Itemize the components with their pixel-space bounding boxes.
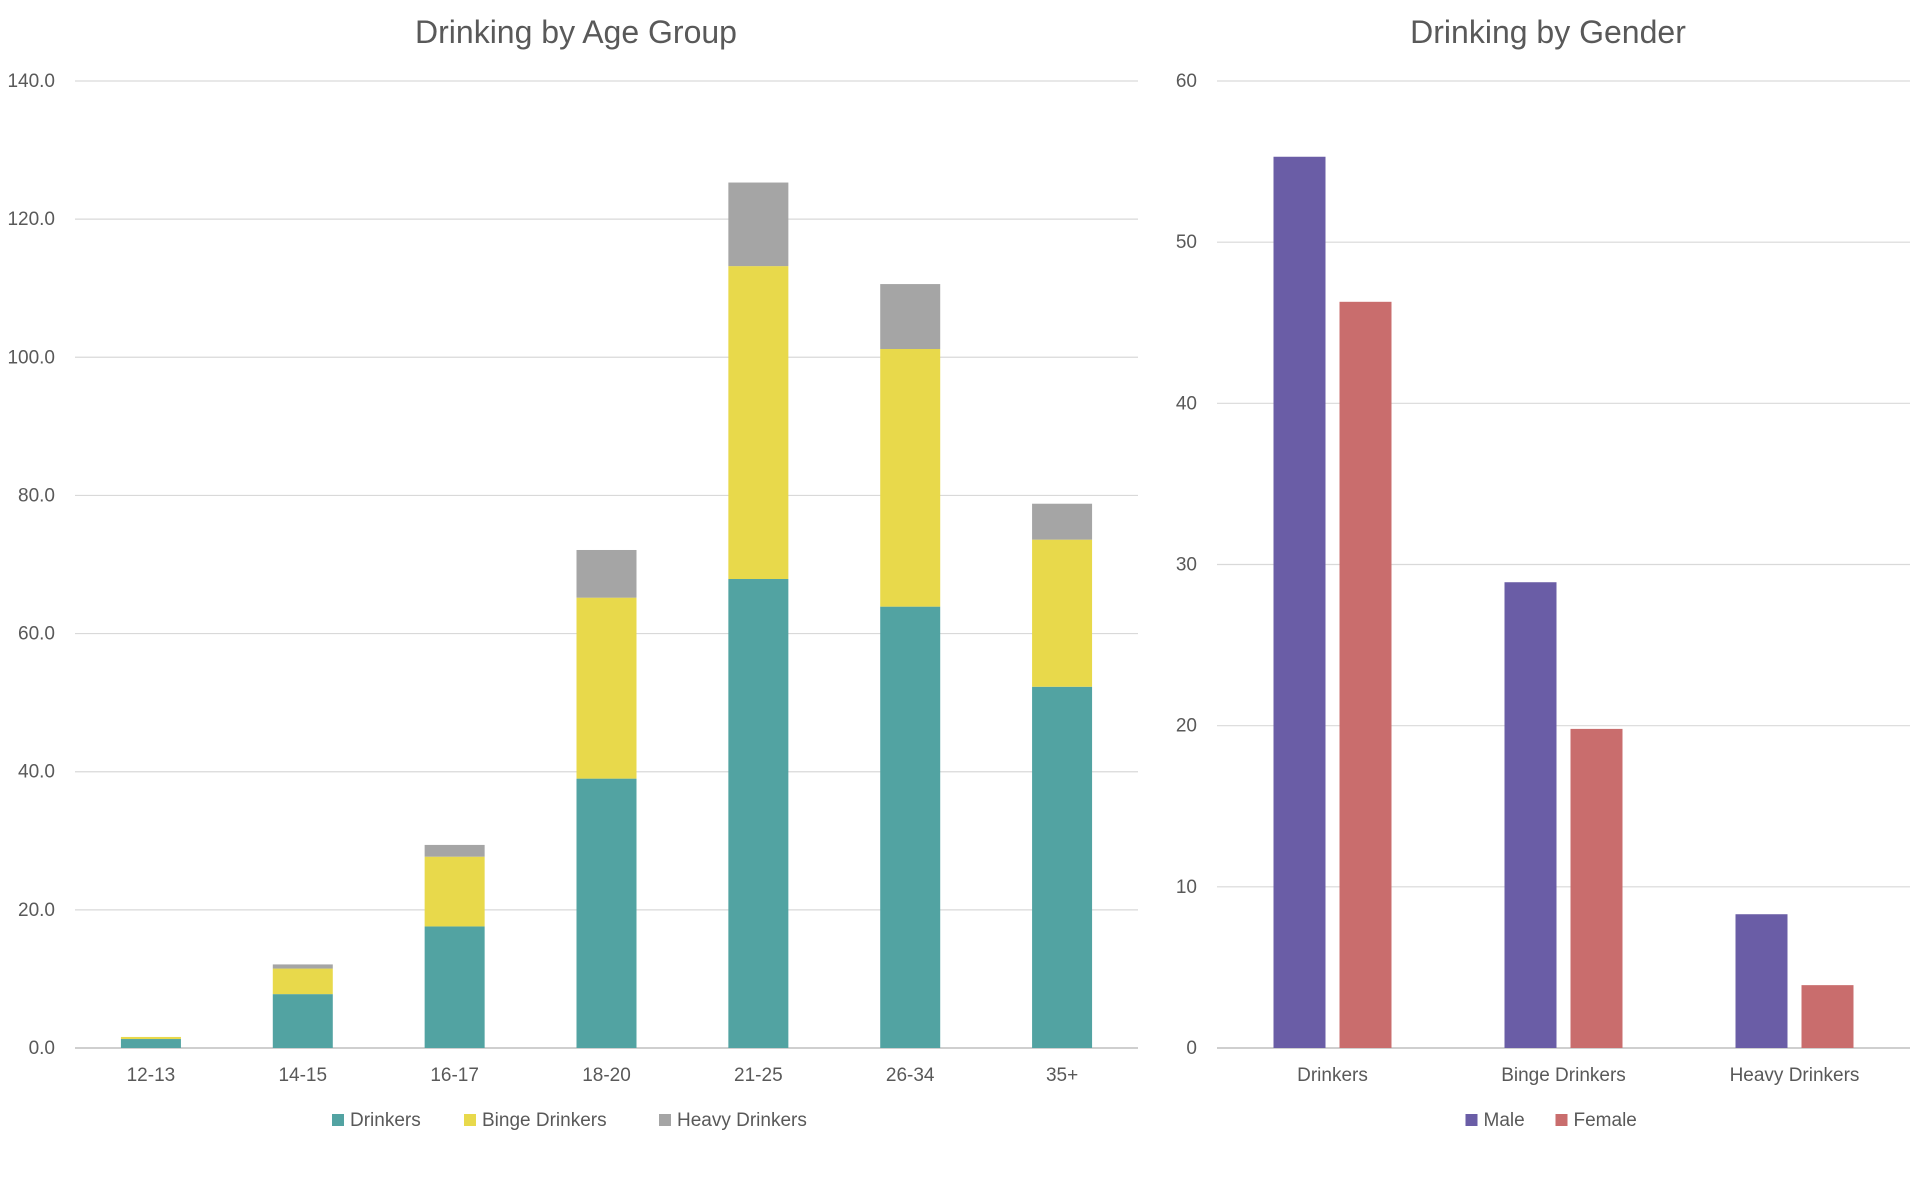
gender-chart-x-tick-label: Drinkers [1297,1065,1368,1086]
age-chart-legend-swatch-binge-drinkers [464,1114,476,1126]
gender-chart-y-tick-label: 20 [1176,716,1197,737]
age-chart-x-axis: 12-13 14-15 16-17 18-20 21-25 26-34 35+ [127,1065,1079,1086]
gender-chart: Drinking by Gender 0 10 20 30 40 50 60 Drinker… [1176,14,1910,1131]
age-chart-legend-label-drinkers: Drinkers [350,1110,421,1131]
bar-male-heavy-drinkers [1735,914,1788,1048]
age-chart-gridlines [75,80,1138,1049]
age-chart-x-tick-label: 21-25 [734,1065,783,1086]
gender-chart-y-tick-label: 40 [1176,393,1197,414]
gender-chart-y-axis: 0 10 20 30 40 50 60 [1176,71,1197,1059]
age-chart-x-tick-label: 26-34 [886,1065,935,1086]
bar-female-drinkers [1339,301,1392,1048]
gender-chart-title: Drinking by Gender [1410,14,1686,50]
bar-heavy-drinkers-21-25 [728,182,789,267]
age-group-chart: Drinking by Age Group 0.0 20.0 40.0 60.0 80.… [7,14,1138,1131]
bar-heavy-drinkers-18-20 [576,549,637,598]
bar-binge-drinkers-14-15 [272,968,333,995]
gender-chart-legend: Male Female [1465,1110,1637,1131]
age-chart-y-tick-label: 140.0 [7,71,55,92]
bar-binge-drinkers-16-17 [424,856,485,927]
age-chart-legend-label-binge-drinkers: Binge Drinkers [482,1110,607,1131]
gender-chart-x-tick-label: Heavy Drinkers [1730,1065,1860,1086]
bar-binge-drinkers-12-13 [120,1036,181,1040]
age-chart-bars [120,182,1093,1048]
gender-chart-bars [1273,156,1854,1048]
age-chart-y-tick-label: 20.0 [18,900,55,921]
gender-chart-legend-label-male: Male [1484,1110,1525,1131]
age-chart-y-tick-label: 60.0 [18,624,55,645]
age-chart-x-tick-label: 35+ [1046,1065,1078,1086]
bar-binge-drinkers-21-25 [728,266,789,580]
age-chart-legend-label-heavy-drinkers: Heavy Drinkers [677,1110,807,1131]
age-chart-y-tick-label: 40.0 [18,762,55,783]
age-chart-y-axis: 0.0 20.0 40.0 60.0 80.0 100.0 120.0 140.0 [7,71,55,1059]
age-chart-y-tick-label: 100.0 [7,347,55,368]
age-chart-x-tick-label: 16-17 [430,1065,479,1086]
gender-chart-y-tick-label: 60 [1176,71,1197,92]
gender-chart-gridlines [1217,80,1910,1049]
bar-drinkers-21-25 [728,579,789,1048]
age-chart-legend: Drinkers Binge Drinkers Heavy Drinkers [332,1110,807,1131]
gender-chart-y-tick-label: 0 [1186,1038,1197,1059]
bar-female-heavy-drinkers [1801,985,1854,1048]
bar-male-drinkers [1273,156,1326,1048]
bar-female-binge-drinkers [1570,728,1623,1048]
bar-drinkers-16-17 [424,926,485,1048]
age-chart-legend-swatch-drinkers [332,1114,344,1126]
bar-drinkers-35 [1032,686,1093,1048]
gender-chart-y-tick-label: 10 [1176,877,1197,898]
bar-drinkers-26-34 [880,606,941,1048]
bar-drinkers-12-13 [120,1039,181,1048]
bar-drinkers-14-15 [272,994,333,1048]
age-chart-x-tick-label: 18-20 [582,1065,631,1086]
bar-heavy-drinkers-14-15 [272,964,333,969]
age-chart-y-tick-label: 80.0 [18,485,55,506]
gender-chart-x-tick-label: Binge Drinkers [1501,1065,1626,1086]
age-chart-x-tick-label: 14-15 [278,1065,327,1086]
gender-chart-legend-swatch-female [1555,1114,1568,1126]
age-chart-y-tick-label: 0.0 [29,1038,55,1059]
bar-drinkers-18-20 [576,778,637,1048]
gender-chart-legend-label-female: Female [1574,1110,1637,1131]
bar-heavy-drinkers-35 [1032,503,1093,540]
age-chart-y-tick-label: 120.0 [7,209,55,230]
gender-chart-x-axis: Drinkers Binge Drinkers Heavy Drinkers [1297,1065,1859,1086]
age-chart-legend-swatch-heavy-drinkers [659,1114,671,1126]
age-chart-title: Drinking by Age Group [415,14,737,50]
gender-chart-y-tick-label: 30 [1176,555,1197,576]
bar-heavy-drinkers-16-17 [424,844,485,857]
bar-binge-drinkers-18-20 [576,597,637,779]
gender-chart-legend-swatch-male [1465,1114,1478,1126]
bar-binge-drinkers-35 [1032,539,1093,687]
gender-chart-y-tick-label: 50 [1176,232,1197,253]
bar-binge-drinkers-26-34 [880,348,941,607]
age-chart-x-tick-label: 12-13 [127,1065,176,1086]
bar-male-binge-drinkers [1504,582,1557,1048]
bar-heavy-drinkers-26-34 [880,284,941,349]
